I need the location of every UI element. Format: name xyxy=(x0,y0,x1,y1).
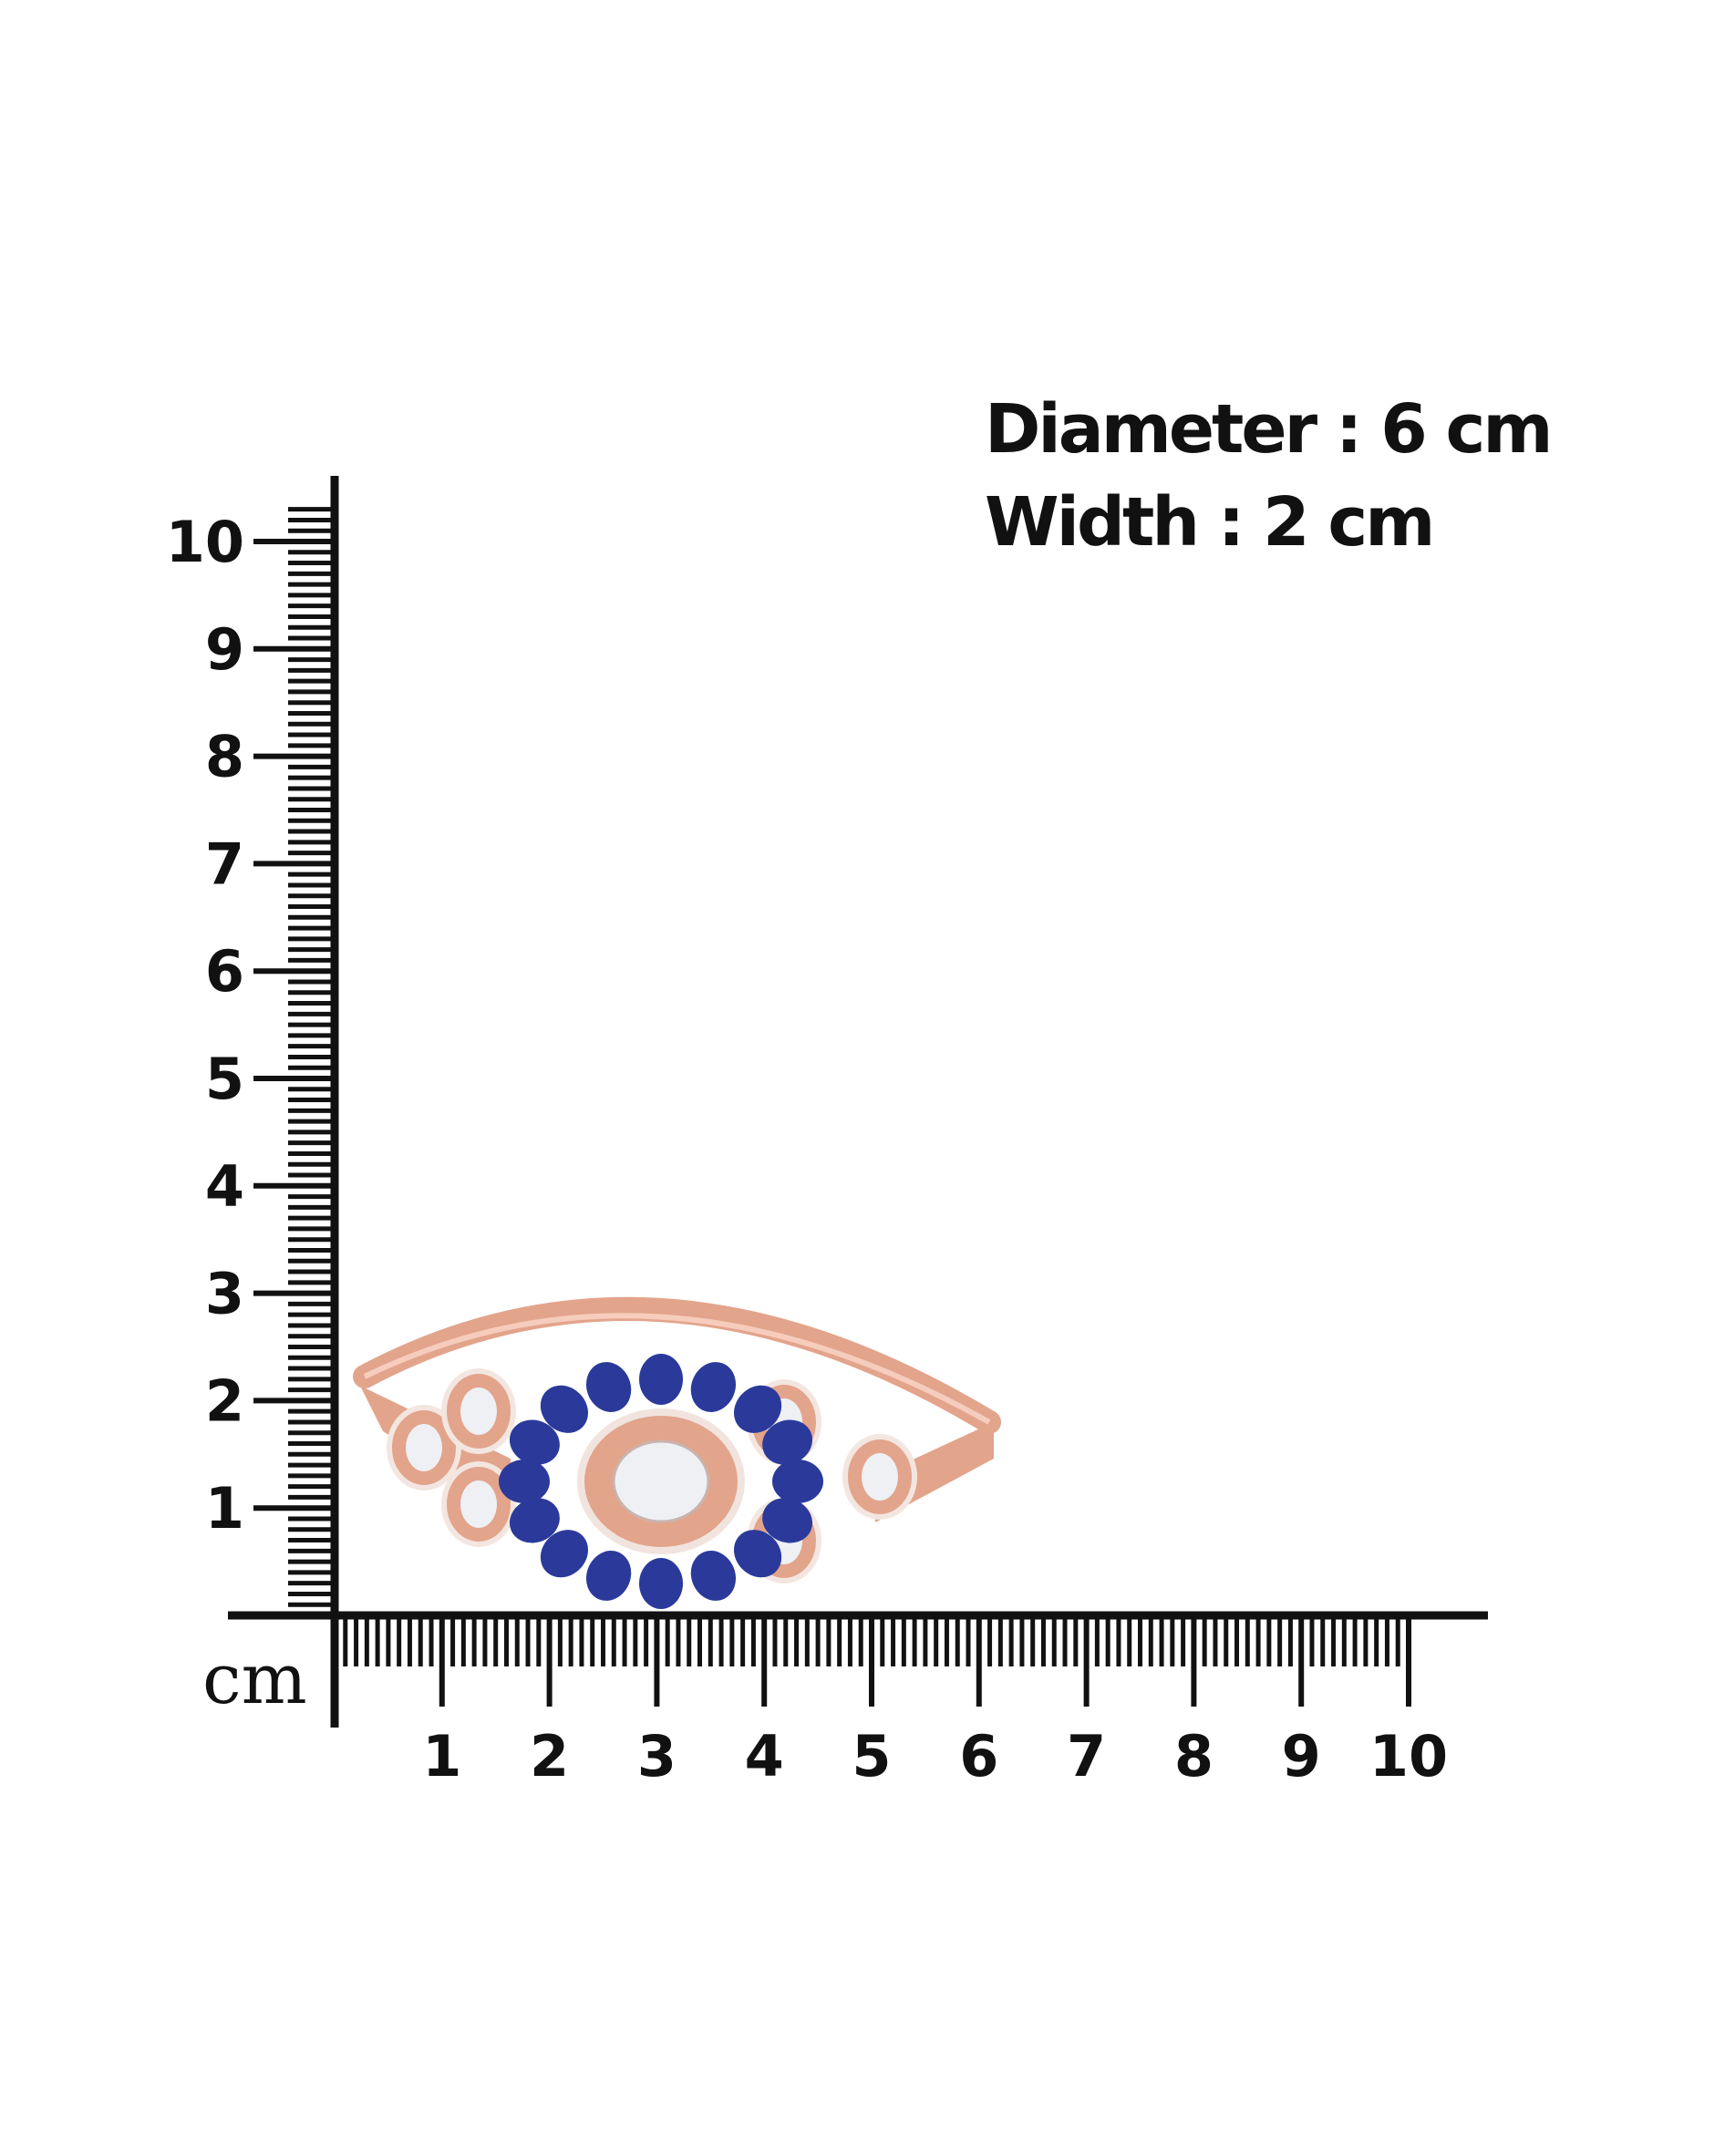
vertical-tick-label: 8 xyxy=(205,724,244,790)
vertical-ruler: 1 2 3 4 5 6 7 8 9 10 xyxy=(166,476,339,1728)
blue-stone xyxy=(585,1551,632,1601)
blue-stone xyxy=(762,1419,813,1465)
blue-stone xyxy=(733,1385,782,1433)
horizontal-ruler: 1 2 3 4 5 6 7 8 9 10 xyxy=(228,1611,1488,1790)
band-highlight xyxy=(363,1313,991,1425)
horizontal-tick-label: 6 xyxy=(959,1723,998,1790)
vertical-tick-label: 10 xyxy=(166,509,244,575)
horizontal-tick-label: 8 xyxy=(1174,1723,1214,1790)
horizontal-tick-label: 4 xyxy=(745,1723,784,1790)
horizontal-tick-label: 7 xyxy=(1067,1723,1106,1790)
white-stone xyxy=(460,1387,497,1435)
vertical-tick-label: 6 xyxy=(205,938,244,1005)
vertical-tick-label: 4 xyxy=(205,1153,244,1220)
blue-stone xyxy=(499,1460,550,1503)
vertical-tick-label: 5 xyxy=(205,1046,244,1112)
blue-stone xyxy=(509,1419,560,1465)
blue-stone xyxy=(690,1362,737,1412)
blue-stone xyxy=(585,1362,632,1412)
vertical-tick-label: 9 xyxy=(205,616,244,683)
blue-stone xyxy=(772,1460,823,1503)
white-stone xyxy=(862,1453,898,1501)
blue-stone xyxy=(690,1551,737,1601)
blue-stone xyxy=(762,1498,813,1543)
bangle-band xyxy=(353,1296,1001,1434)
width-spec: Width : 2 cm xyxy=(985,483,1435,562)
blue-stone xyxy=(540,1385,589,1433)
white-stone xyxy=(406,1424,442,1471)
vertical-tick-label: 1 xyxy=(205,1475,244,1542)
unit-label: cm xyxy=(202,1638,307,1719)
diameter-spec: Diameter : 6 cm xyxy=(985,390,1553,469)
bracelet-image xyxy=(353,1296,1001,1609)
center-stone xyxy=(612,1439,710,1523)
vertical-tick-label: 3 xyxy=(205,1261,244,1327)
horizontal-tick-label: 3 xyxy=(637,1723,677,1790)
horizontal-tick-label: 2 xyxy=(530,1723,569,1790)
blue-stone xyxy=(639,1354,683,1405)
vertical-tick-label: 7 xyxy=(205,830,244,897)
horizontal-tick-label: 1 xyxy=(422,1723,461,1790)
white-stone xyxy=(460,1480,497,1528)
blue-stone xyxy=(639,1558,683,1609)
horizontal-tick-label: 5 xyxy=(852,1723,891,1790)
blue-stone xyxy=(540,1530,589,1578)
blue-stone xyxy=(509,1498,560,1543)
vertical-tick-label: 2 xyxy=(205,1367,244,1434)
horizontal-tick-label: 10 xyxy=(1369,1723,1448,1790)
horizontal-tick-label: 9 xyxy=(1282,1723,1321,1790)
blue-stone xyxy=(733,1530,782,1578)
